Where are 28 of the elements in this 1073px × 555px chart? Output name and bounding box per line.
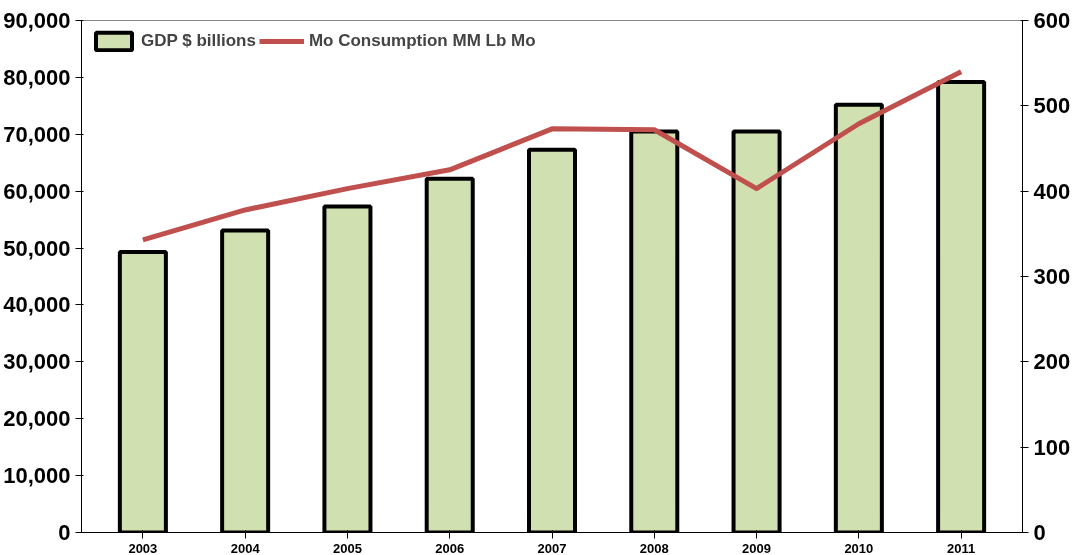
y2-tick-label: 100 [1033, 434, 1071, 460]
x-tick-label: 2010 [844, 540, 874, 555]
y-tick-label: 70,000 [3, 121, 71, 147]
x-tick-label: 2003 [128, 540, 158, 555]
y2-tick-label: 0 [1033, 520, 1046, 545]
x-tick-label: 2004 [230, 540, 261, 555]
y-tick-label: 20,000 [3, 406, 71, 432]
legend-label: GDP $ billions [141, 31, 256, 51]
y-tick-label: 60,000 [3, 178, 71, 204]
x-tick-label: 2006 [435, 540, 465, 555]
y2-tick-label: 400 [1033, 178, 1071, 204]
x-tick-label: 2005 [332, 540, 362, 555]
y-tick-label: 0 [58, 520, 71, 545]
y-tick-label: 30,000 [3, 349, 71, 375]
y2-tick-label: 200 [1033, 349, 1071, 375]
legend-label: Mo Consumption MM Lb Mo [308, 31, 536, 51]
y2-tick-label: 300 [1033, 264, 1071, 289]
x-tick-label: 2008 [639, 540, 669, 555]
y-tick-label: 40,000 [3, 292, 71, 318]
x-tick-label: 2007 [537, 540, 567, 555]
y2-tick-label: 500 [1033, 93, 1071, 119]
y2-tick-label: 600 [1033, 8, 1071, 33]
x-tick-label: 2009 [742, 540, 772, 555]
y-tick-label: 50,000 [3, 235, 71, 261]
x-tick-label: 2011 [947, 540, 976, 555]
y-tick-label: 90,000 [3, 8, 71, 33]
y-tick-label: 80,000 [3, 64, 71, 90]
y-tick-label: 10,000 [3, 463, 71, 489]
